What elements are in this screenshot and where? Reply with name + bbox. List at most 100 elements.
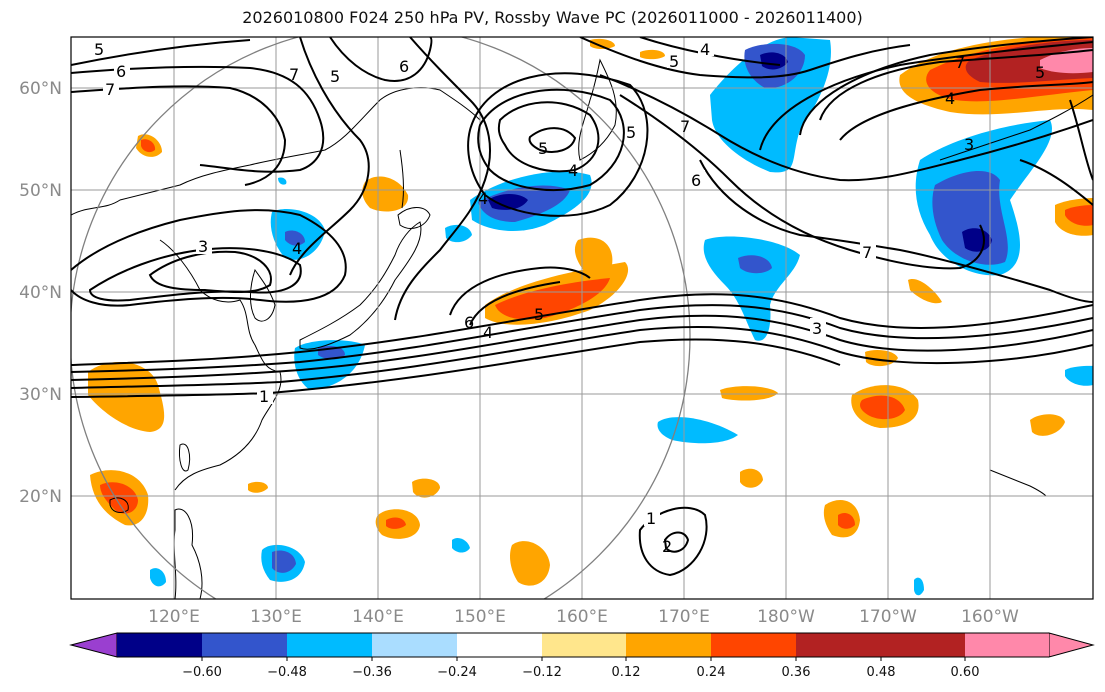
contour-label: 7: [862, 243, 872, 262]
contour-line: [71, 338, 841, 398]
contour-line: [638, 506, 708, 577]
contour-line: [71, 85, 287, 186]
negative-anomaly: [285, 230, 305, 246]
lon-label: 150°E: [454, 607, 506, 627]
colorbar-tick-label: −0.60: [182, 665, 222, 680]
contour-label: 1: [259, 387, 269, 406]
contour-line: [88, 247, 302, 302]
contour-label: 6: [116, 62, 126, 81]
contour-label: 5: [669, 52, 679, 71]
negative-anomaly: [703, 236, 800, 341]
colorbar-bin: [542, 633, 626, 657]
positive-anomaly: [141, 139, 156, 153]
negative-anomaly: [272, 550, 296, 573]
lon-axis: 120°E 130°E 140°E 150°E 160°E 170°E 180°…: [148, 607, 1019, 627]
positive-anomaly: [838, 513, 855, 529]
positive-anomaly: [1040, 48, 1093, 74]
contour-label: 5: [1035, 63, 1045, 82]
coastline-philippines: [173, 508, 203, 599]
contour-line: [799, 37, 1093, 136]
positive-anomaly: [640, 49, 665, 60]
negative-anomaly: [760, 52, 788, 70]
contour-label: 4: [700, 40, 710, 59]
lon-label: 140°E: [352, 607, 404, 627]
contour-label: 6: [464, 313, 474, 332]
colorbar-bin: [202, 633, 287, 657]
colorbar-tick-label: 0.48: [867, 665, 896, 680]
coastline-hawaii: [989, 469, 1047, 497]
lat-axis: 60°N 50°N 40°N 30°N 20°N: [19, 79, 62, 507]
contour-line: [71, 304, 1093, 373]
contour-label: 7: [680, 117, 690, 136]
region-circle: [71, 37, 691, 599]
figure-title: 2026010800 F024 250 hPa PV, Rossby Wave …: [242, 8, 863, 27]
colorbar-bin: [287, 633, 372, 657]
contour-line: [289, 37, 370, 276]
contour-label: 7: [289, 65, 299, 84]
contour-label: 1: [646, 509, 656, 528]
positive-anomaly: [1030, 414, 1065, 436]
contour-line: [71, 65, 325, 173]
contour-label: 4: [945, 89, 955, 108]
colorbar-bin: [796, 633, 881, 657]
positive-anomaly: [1065, 205, 1093, 226]
coastline-hokkaido: [397, 207, 431, 229]
negative-anomaly: [150, 568, 166, 587]
colorbar-tick-label: −0.24: [437, 665, 477, 680]
contour-label: 4: [292, 239, 302, 258]
colorbar-bin: [881, 633, 965, 657]
pv-contours: [71, 37, 1093, 577]
colorbar-bin: [711, 633, 796, 657]
contour-line: [579, 37, 911, 79]
contour-line: [477, 88, 625, 191]
positive-anomaly: [860, 395, 905, 420]
contour-label: 3: [812, 319, 822, 338]
contour-line: [1019, 159, 1093, 206]
coastline-korea: [250, 268, 276, 322]
lat-label: 30°N: [19, 385, 62, 405]
lon-label: 170°W: [859, 607, 917, 627]
coastline-sakhalin: [399, 149, 404, 209]
coastline-japan: [299, 221, 422, 350]
positive-anomaly: [248, 481, 268, 493]
lon-label: 120°E: [148, 607, 200, 627]
lat-label: 20°N: [19, 487, 62, 507]
contour-line: [819, 49, 1093, 121]
contour-label: 5: [94, 40, 104, 59]
lon-label: 160°W: [961, 607, 1019, 627]
positive-anomaly: [495, 278, 610, 320]
colorbar-bin: [965, 633, 1049, 657]
colorbar-bin: [117, 633, 202, 657]
contour-line: [71, 325, 1093, 389]
positive-anomaly: [386, 517, 406, 529]
colorbar-tick-label: 0.12: [612, 665, 641, 680]
contour-label: 2: [662, 537, 672, 556]
colorbar-tick-label: −0.48: [267, 665, 307, 680]
lat-label: 60°N: [19, 79, 62, 99]
map-frame: [70, 36, 1094, 600]
negative-anomaly: [1065, 365, 1093, 386]
contour-line: [71, 209, 347, 307]
coastline-hainan: [109, 497, 129, 513]
negative-anomaly: [710, 37, 831, 173]
contour-line: [449, 266, 591, 316]
lon-label: 130°E: [250, 607, 302, 627]
lat-label: 50°N: [19, 181, 62, 201]
positive-anomaly: [590, 38, 615, 49]
colorbar-tick-label: 0.60: [951, 665, 980, 680]
contour-line: [148, 250, 272, 294]
contour-line: [1069, 99, 1093, 181]
colorbar-tick-label: −0.36: [352, 665, 392, 680]
negative-anomaly: [914, 577, 924, 596]
negative-anomaly: [488, 194, 528, 210]
colorbar-tick-label: 0.24: [697, 665, 726, 680]
contour-label: 3: [198, 237, 208, 256]
negative-anomaly: [962, 228, 992, 252]
contour-line: [528, 127, 577, 153]
contour-line: [839, 81, 1093, 141]
negative-anomaly: [278, 177, 287, 185]
negative-anomaly: [452, 537, 470, 553]
contour-label: 6: [691, 171, 701, 190]
contour-line: [599, 74, 1093, 182]
negative-anomaly: [738, 255, 772, 274]
